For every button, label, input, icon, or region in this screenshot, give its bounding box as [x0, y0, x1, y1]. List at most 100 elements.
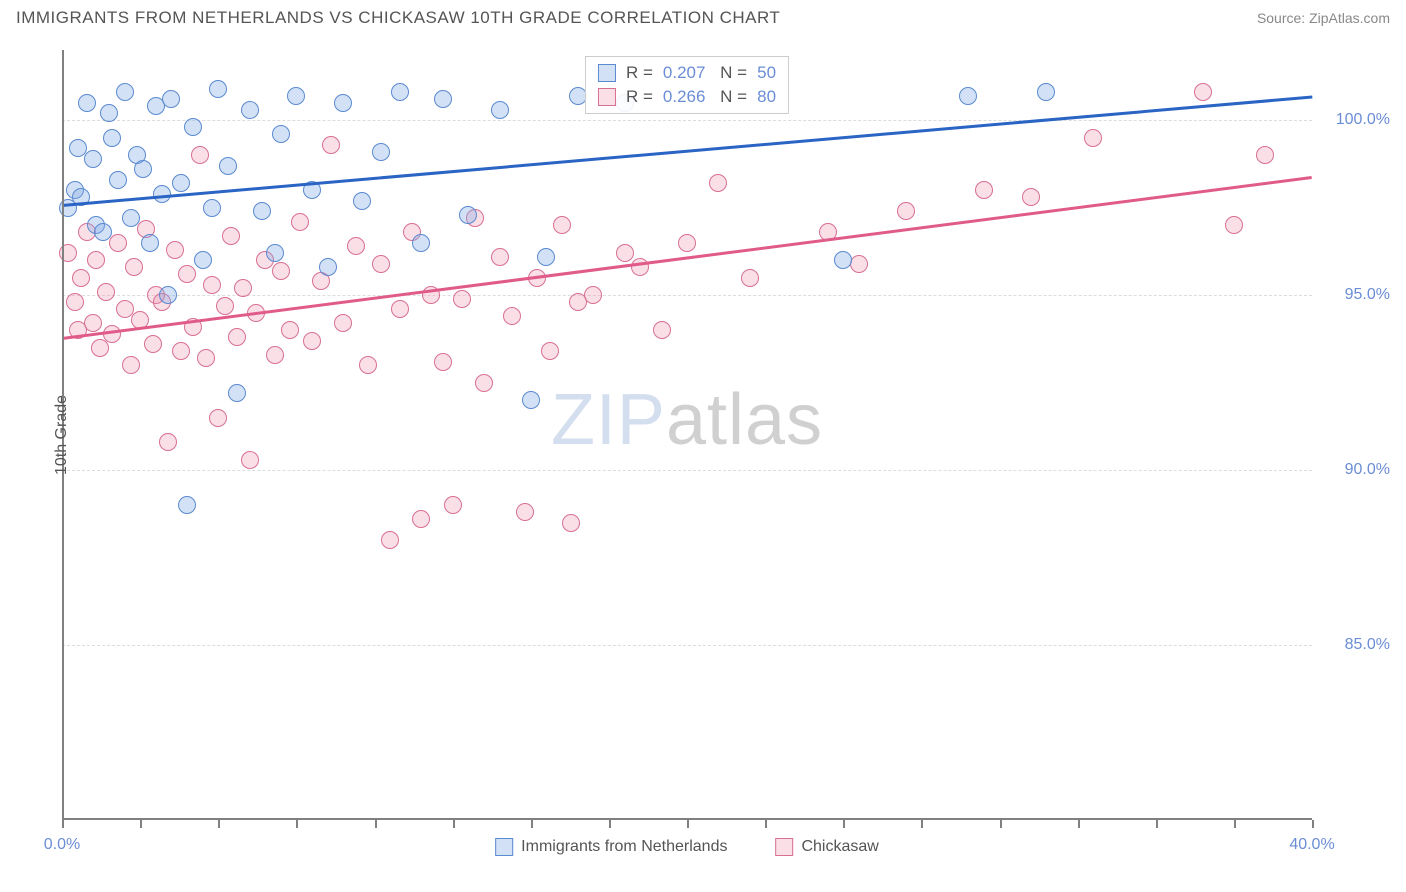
x-tick	[1312, 820, 1314, 828]
data-point-chickasaw	[191, 146, 209, 164]
correlation-legend: R = 0.207 N = 50 R = 0.266 N = 80	[585, 56, 789, 114]
x-tick-label: 0.0%	[44, 836, 80, 854]
data-point-chickasaw	[159, 433, 177, 451]
data-point-netherlands	[391, 83, 409, 101]
data-point-netherlands	[459, 206, 477, 224]
data-point-chickasaw	[412, 510, 430, 528]
x-tick	[453, 820, 455, 828]
data-point-chickasaw	[241, 451, 259, 469]
data-point-chickasaw	[678, 234, 696, 252]
x-tick	[1000, 820, 1002, 828]
data-point-chickasaw	[281, 321, 299, 339]
data-point-chickasaw	[491, 248, 509, 266]
data-point-chickasaw	[197, 349, 215, 367]
data-point-chickasaw	[266, 346, 284, 364]
data-point-chickasaw	[347, 237, 365, 255]
data-point-netherlands	[522, 391, 540, 409]
gridline	[62, 470, 1312, 471]
data-point-chickasaw	[322, 136, 340, 154]
x-tick	[843, 820, 845, 828]
data-point-netherlands	[134, 160, 152, 178]
data-point-chickasaw	[562, 514, 580, 532]
data-point-chickasaw	[381, 531, 399, 549]
data-point-netherlands	[84, 150, 102, 168]
data-point-netherlands	[253, 202, 271, 220]
legend-label-chickasaw: Chickasaw	[801, 838, 878, 856]
x-tick	[140, 820, 142, 828]
data-point-chickasaw	[897, 202, 915, 220]
data-point-chickasaw	[709, 174, 727, 192]
data-point-chickasaw	[84, 314, 102, 332]
data-point-chickasaw	[541, 342, 559, 360]
data-point-chickasaw	[144, 335, 162, 353]
swatch-netherlands-icon	[598, 64, 616, 82]
data-point-netherlands	[834, 251, 852, 269]
r-value-chickasaw: 0.266	[663, 87, 706, 107]
data-point-chickasaw	[1256, 146, 1274, 164]
data-point-chickasaw	[391, 300, 409, 318]
data-point-netherlands	[228, 384, 246, 402]
correlation-row-netherlands: R = 0.207 N = 50	[598, 61, 776, 85]
data-point-netherlands	[372, 143, 390, 161]
x-tick	[1234, 820, 1236, 828]
y-tick-label: 90.0%	[1345, 461, 1390, 479]
data-point-chickasaw	[216, 297, 234, 315]
x-tick-label: 40.0%	[1289, 836, 1334, 854]
data-point-chickasaw	[453, 290, 471, 308]
legend-swatch-chickasaw-icon	[775, 838, 793, 856]
data-point-chickasaw	[87, 251, 105, 269]
data-point-chickasaw	[1225, 216, 1243, 234]
data-point-netherlands	[537, 248, 555, 266]
data-point-chickasaw	[222, 227, 240, 245]
data-point-chickasaw	[1022, 188, 1040, 206]
swatch-chickasaw-icon	[598, 88, 616, 106]
data-point-chickasaw	[434, 353, 452, 371]
data-point-chickasaw	[203, 276, 221, 294]
data-point-chickasaw	[234, 279, 252, 297]
r-value-netherlands: 0.207	[663, 63, 706, 83]
chart-plot-area: 85.0%90.0%95.0%100.0%0.0%40.0% ZIPatlas …	[62, 50, 1312, 820]
data-point-chickasaw	[109, 234, 127, 252]
data-point-netherlands	[412, 234, 430, 252]
data-point-netherlands	[266, 244, 284, 262]
data-point-netherlands	[172, 174, 190, 192]
legend-item-netherlands: Immigrants from Netherlands	[495, 838, 727, 856]
x-tick	[531, 820, 533, 828]
data-point-netherlands	[122, 209, 140, 227]
regression-line-chickasaw	[62, 176, 1312, 340]
data-point-chickasaw	[1084, 129, 1102, 147]
correlation-row-chickasaw: R = 0.266 N = 80	[598, 85, 776, 109]
data-point-netherlands	[100, 104, 118, 122]
chart-source: Source: ZipAtlas.com	[1257, 10, 1390, 26]
n-value-netherlands: 50	[757, 63, 776, 83]
legend-item-chickasaw: Chickasaw	[775, 838, 878, 856]
gridline	[62, 120, 1312, 121]
gridline	[62, 645, 1312, 646]
data-point-netherlands	[103, 129, 121, 147]
data-point-chickasaw	[334, 314, 352, 332]
data-point-chickasaw	[850, 255, 868, 273]
chart-header: IMMIGRANTS FROM NETHERLANDS VS CHICKASAW…	[0, 0, 1406, 32]
x-tick	[765, 820, 767, 828]
data-point-chickasaw	[209, 409, 227, 427]
x-tick	[687, 820, 689, 828]
data-point-netherlands	[241, 101, 259, 119]
data-point-chickasaw	[97, 283, 115, 301]
data-point-chickasaw	[503, 307, 521, 325]
data-point-netherlands	[353, 192, 371, 210]
data-point-chickasaw	[291, 213, 309, 231]
data-point-chickasaw	[444, 496, 462, 514]
y-tick-label: 85.0%	[1345, 636, 1390, 654]
data-point-chickasaw	[975, 181, 993, 199]
x-tick	[921, 820, 923, 828]
x-tick	[218, 820, 220, 828]
data-point-netherlands	[159, 286, 177, 304]
data-point-netherlands	[203, 199, 221, 217]
x-tick	[609, 820, 611, 828]
data-point-netherlands	[141, 234, 159, 252]
data-point-netherlands	[78, 94, 96, 112]
data-point-chickasaw	[359, 356, 377, 374]
data-point-chickasaw	[172, 342, 190, 360]
data-point-chickasaw	[166, 241, 184, 259]
data-point-netherlands	[184, 118, 202, 136]
